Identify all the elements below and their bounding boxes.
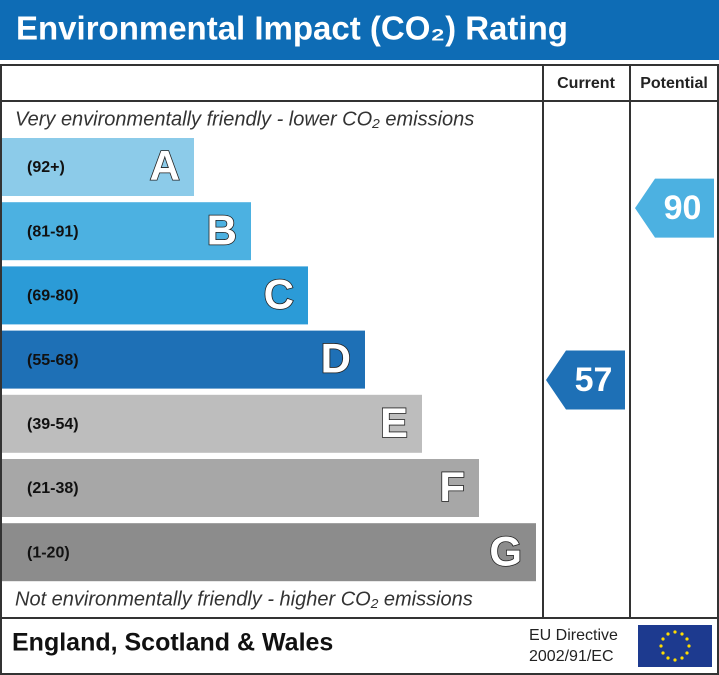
- band-bar: [2, 202, 251, 261]
- band-range: (92+): [27, 159, 65, 176]
- potential-value: 90: [664, 189, 702, 227]
- band-bar: [2, 266, 308, 325]
- band-letter: D: [321, 335, 351, 382]
- band-range: (69-80): [27, 288, 79, 305]
- band-range: (39-54): [27, 416, 79, 433]
- band-bar: [2, 394, 422, 453]
- band-bar: [2, 523, 536, 582]
- current-value: 57: [575, 361, 613, 399]
- eu-flag: [638, 625, 712, 667]
- bottom-note: Not environmentally friendly - higher CO…: [15, 588, 473, 610]
- frame: [0, 64, 719, 675]
- band-letter: A: [150, 142, 180, 189]
- title-bar: [0, 0, 719, 60]
- band-letter: B: [207, 206, 237, 253]
- band-letter: F: [439, 463, 465, 510]
- potential-arrow: [635, 178, 714, 238]
- band-letter: C: [264, 270, 294, 317]
- region: England, Scotland & Wales: [12, 629, 333, 657]
- band-bar: [2, 330, 365, 389]
- current-header: Current: [557, 75, 615, 92]
- top-note: Very environmentally friendly - lower CO…: [15, 108, 474, 130]
- band-range: (1-20): [27, 544, 70, 561]
- band-bar: [2, 459, 479, 517]
- band-letter: E: [380, 399, 408, 446]
- band-range: (81-91): [27, 223, 79, 240]
- band-range: (21-38): [27, 480, 79, 497]
- title: Environmental Impact (CO₂) Rating: [16, 10, 568, 47]
- band-letter: G: [489, 527, 522, 574]
- current-arrow: [546, 350, 625, 410]
- band-range: (55-68): [27, 352, 79, 369]
- band-bar: [2, 138, 194, 196]
- potential-header: Potential: [640, 75, 708, 92]
- directive: 2002/91/EC: [529, 648, 614, 665]
- directive: EU Directive: [529, 627, 618, 644]
